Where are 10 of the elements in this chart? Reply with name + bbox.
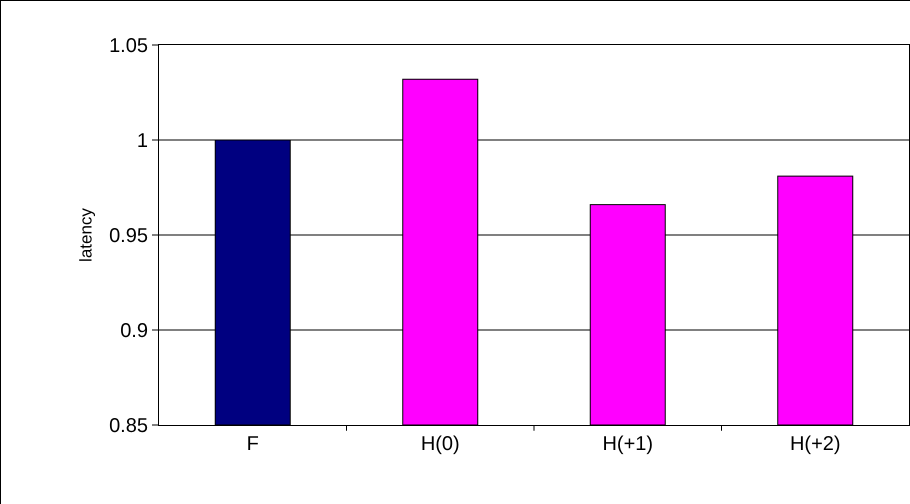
y-tick-label: 0.9 (120, 320, 148, 342)
x-tick-label: H(+1) (602, 433, 654, 455)
y-tick-label: 1.05 (109, 35, 148, 57)
y-tick-label: 0.95 (109, 225, 148, 247)
y-tick-label: 0.85 (109, 415, 148, 437)
y-tick-label: 1 (136, 130, 148, 152)
y-axis-title: latency (76, 208, 96, 262)
x-tick-label: H(+2) (790, 433, 841, 455)
x-tick-label: F (246, 433, 259, 455)
x-tick-label: H(0) (420, 433, 460, 455)
